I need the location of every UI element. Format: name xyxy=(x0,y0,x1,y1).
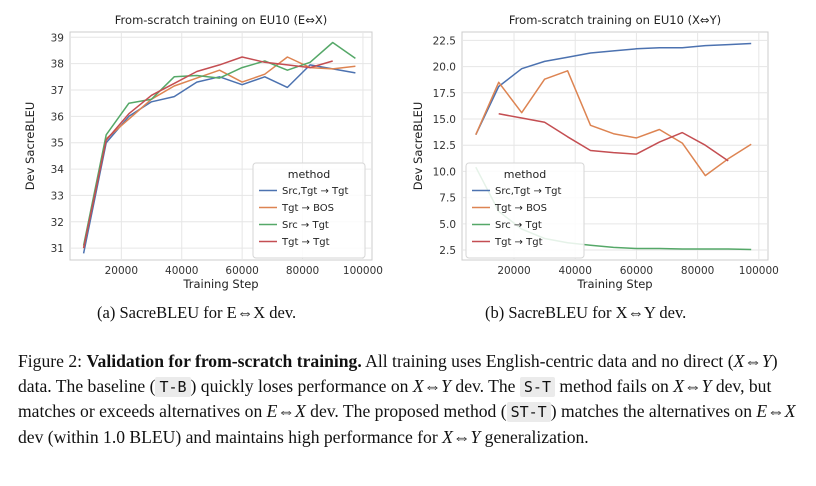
panel-b-caption: (b) SacreBLEU for X⇔Y dev. xyxy=(485,303,687,322)
y-tick-label: 38 xyxy=(51,59,64,71)
x-tick-label: 60000 xyxy=(225,265,258,277)
caption-math: E⇔X xyxy=(756,401,796,422)
caption-math: X⇔Y xyxy=(733,351,772,371)
legend-label: Tgt → Tgt xyxy=(281,237,330,248)
y-tick-label: 37 xyxy=(51,85,64,97)
y-tick-label: 22.5 xyxy=(433,35,456,47)
x-tick-label: 100000 xyxy=(739,265,779,277)
caption-title: Validation for from-scratch training. xyxy=(86,351,362,371)
legend-box xyxy=(252,162,366,259)
y-axis-label: Dev SacreBLEU xyxy=(23,102,37,191)
chart-x-y: 20000 40000 60000 80000 100000 2.5 5.0 7.5 10.0 1… xyxy=(411,13,779,291)
legend-label: Tgt → Tgt xyxy=(494,237,543,248)
y-tick-label: 15.0 xyxy=(433,114,456,126)
y-tick-label: 35 xyxy=(51,138,64,150)
x-axis-label: Training Step xyxy=(576,277,652,291)
y-tick-label: 10.0 xyxy=(433,166,456,178)
caption-text: dev (within 1.0 BLEU) and maintains high… xyxy=(18,426,438,447)
series-line xyxy=(82,64,356,254)
caption-code: T-B xyxy=(155,376,191,397)
chart-title: From-scratch training on EU10 (X⇔Y) xyxy=(509,13,721,27)
caption-code: S-T xyxy=(519,376,555,397)
x-tick-label: 60000 xyxy=(620,265,653,277)
y-tick-label: 2.5 xyxy=(439,245,456,257)
x-tick-label: 40000 xyxy=(559,265,592,277)
legend-label: Src,Tgt → Tgt xyxy=(495,186,561,197)
caption-math: X⇔Y xyxy=(442,426,481,447)
caption-text: dev. The xyxy=(455,375,516,396)
y-tick-label: 36 xyxy=(51,111,65,123)
y-tick-label: 17.5 xyxy=(433,88,456,100)
caption-math: E⇔X xyxy=(266,401,306,422)
x-tick-label: 40000 xyxy=(165,265,198,277)
x-tick-label: 20000 xyxy=(105,265,138,277)
x-tick-label: 80000 xyxy=(286,265,319,277)
series-line xyxy=(475,42,752,136)
y-tick-label: 5.0 xyxy=(439,219,456,231)
y-tick-label: 39 xyxy=(51,32,64,44)
y-tick-label: 33 xyxy=(51,190,64,202)
legend-label: Tgt → BOS xyxy=(494,203,547,214)
series-line xyxy=(498,113,729,162)
caption-text: ) data. The baseline ( xyxy=(18,351,778,396)
series-line xyxy=(82,56,333,249)
legend-label: Src,Tgt → Tgt xyxy=(282,186,348,197)
x-tick-label: 20000 xyxy=(497,265,530,277)
caption-text: dev, but matches or exceeds alternatives… xyxy=(18,375,772,422)
caption-math: X⇔Y xyxy=(412,375,451,396)
caption-text: All training uses English-centric data a… xyxy=(365,351,734,371)
chart-title: From-scratch training on EU10 (E⇔X) xyxy=(115,13,327,27)
legend-title: method xyxy=(288,168,330,181)
caption-math: X⇔Y xyxy=(673,375,712,396)
figure-caption: Figure 2: Validation for from-scratch tr… xyxy=(18,349,804,449)
x-tick-label: 100000 xyxy=(343,265,383,277)
legend-label: Src → Tgt xyxy=(282,220,329,231)
caption-text: dev. The proposed method ( xyxy=(310,401,507,422)
caption-text: ) matches the alternatives on xyxy=(550,401,752,422)
y-tick-label: 20.0 xyxy=(433,62,456,74)
caption-code: ST-T xyxy=(506,402,551,423)
caption-label: Figure 2: xyxy=(18,351,83,371)
y-tick-label: 31 xyxy=(51,243,64,255)
series-line xyxy=(82,41,356,246)
x-tick-label: 80000 xyxy=(681,265,714,277)
legend-box xyxy=(465,162,585,259)
y-tick-label: 34 xyxy=(51,164,65,176)
panel-a-caption: (a) SacreBLEU for E⇔X dev. xyxy=(97,303,297,322)
legend-title: method xyxy=(504,168,546,181)
y-tick-label: 12.5 xyxy=(433,140,456,152)
legend-label: Tgt → BOS xyxy=(281,203,334,214)
caption-text: method fails on xyxy=(559,375,669,396)
legend-label: Src → Tgt xyxy=(495,220,542,231)
chart-e-x: 20000 40000 60000 80000 100000 31 32 33 34 35 36 37… xyxy=(23,13,383,291)
caption-text: generalization. xyxy=(484,426,589,447)
y-tick-label: 32 xyxy=(51,217,64,229)
caption-text: ) quickly loses performance on xyxy=(190,375,409,396)
y-tick-label: 7.5 xyxy=(439,193,456,205)
y-axis-label: Dev SacreBLEU xyxy=(411,102,425,191)
series-line xyxy=(475,70,752,177)
x-axis-label: Training Step xyxy=(182,277,258,291)
